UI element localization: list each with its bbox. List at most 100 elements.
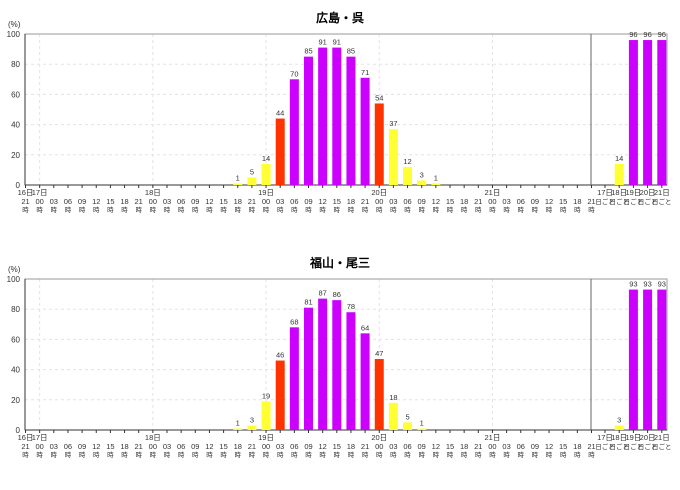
hourly-bar <box>360 77 370 185</box>
x-hour-label: 06 <box>403 197 411 206</box>
hourly-data-label: 1 <box>236 418 240 427</box>
hourly-data-label: 86 <box>333 290 341 299</box>
x-hour-suffix: 時 <box>560 451 567 459</box>
x-daily-suffix: 日ごと <box>624 197 644 206</box>
x-hour-suffix: 時 <box>93 206 100 214</box>
x-hour-suffix: 時 <box>22 206 29 214</box>
y-tick-label: 100 <box>7 30 21 39</box>
hourly-bar <box>374 359 384 430</box>
hourly-data-label: 81 <box>304 298 312 307</box>
x-hour-label: 00 <box>262 442 270 451</box>
hourly-bar <box>388 402 398 430</box>
x-hour-label: 03 <box>163 442 171 451</box>
x-hour-label: 00 <box>262 197 270 206</box>
x-hour-label: 18 <box>234 442 242 451</box>
hourly-bar <box>304 56 313 186</box>
x-hour-label: 12 <box>92 197 100 206</box>
x-hour-suffix: 時 <box>135 206 142 214</box>
hourly-data-label: 18 <box>389 393 397 402</box>
x-hour-label: 15 <box>333 442 341 451</box>
x-hour-suffix: 時 <box>518 451 525 459</box>
daily-data-label: 96 <box>658 30 666 39</box>
x-hour-label: 09 <box>191 197 199 206</box>
x-daily-day-label: 18日 <box>611 433 627 442</box>
x-day-label: 20日 <box>371 188 387 197</box>
y-tick-label: 40 <box>11 366 20 375</box>
hourly-bar <box>417 428 427 430</box>
hourly-bar <box>388 129 398 185</box>
x-daily-day-label: 21日 <box>654 188 670 197</box>
x-hour-suffix: 時 <box>192 206 199 214</box>
x-hour-label: 21 <box>474 442 482 451</box>
x-hour-suffix: 時 <box>150 451 157 459</box>
x-hour-suffix: 時 <box>376 206 383 214</box>
x-hour-label: 00 <box>149 442 157 451</box>
x-daily-suffix: 日ごと <box>652 442 672 451</box>
x-hour-label: 09 <box>191 442 199 451</box>
x-hour-suffix: 時 <box>249 451 256 459</box>
x-hour-label: 15 <box>219 442 227 451</box>
hourly-data-label: 1 <box>236 173 240 182</box>
x-hour-suffix: 時 <box>22 451 29 459</box>
hourly-data-label: 78 <box>347 302 355 311</box>
x-hour-suffix: 時 <box>79 451 86 459</box>
daily-bar <box>643 40 653 185</box>
x-hour-label: 03 <box>389 442 397 451</box>
hourly-bar <box>417 180 427 185</box>
daily-bar <box>614 163 624 185</box>
x-daily-suffix: 日ごと <box>652 197 672 206</box>
x-hour-suffix: 時 <box>79 206 86 214</box>
x-hour-label: 21 <box>21 442 29 451</box>
x-hour-suffix: 時 <box>319 206 326 214</box>
x-hour-label: 21 <box>587 197 595 206</box>
x-daily-day-label: 20日 <box>640 188 656 197</box>
x-hour-label: 18 <box>573 442 581 451</box>
x-hour-suffix: 時 <box>263 451 270 459</box>
hourly-data-label: 12 <box>403 157 411 166</box>
x-day-label: 19日 <box>258 188 274 197</box>
x-hour-suffix: 時 <box>51 451 58 459</box>
x-hour-suffix: 時 <box>249 206 256 214</box>
x-hour-label: 21 <box>248 442 256 451</box>
x-hour-suffix: 時 <box>291 206 298 214</box>
hourly-bar <box>431 183 441 185</box>
x-day-label: 16日 <box>18 188 34 197</box>
hourly-data-label: 19 <box>262 391 270 400</box>
daily-data-label: 93 <box>643 280 651 289</box>
x-hour-label: 18 <box>234 197 242 206</box>
daily-bar <box>614 425 624 430</box>
x-hour-label: 15 <box>219 197 227 206</box>
x-hour-label: 12 <box>205 197 213 206</box>
x-hour-suffix: 時 <box>36 206 43 214</box>
daily-bar <box>657 289 667 430</box>
x-hour-suffix: 時 <box>51 206 58 214</box>
hourly-data-label: 91 <box>318 38 326 47</box>
x-hour-label: 03 <box>502 442 510 451</box>
x-hour-label: 06 <box>517 442 525 451</box>
y-tick-label: 0 <box>16 181 21 190</box>
x-hour-label: 18 <box>460 197 468 206</box>
x-hour-label: 06 <box>290 197 298 206</box>
x-hour-label: 09 <box>304 442 312 451</box>
x-daily-suffix: 日ごと <box>638 197 658 206</box>
x-hour-label: 03 <box>276 442 284 451</box>
x-daily-suffix: 日ごと <box>624 442 644 451</box>
x-hour-suffix: 時 <box>277 451 284 459</box>
x-hour-label: 21 <box>474 197 482 206</box>
hourly-bar <box>247 425 257 430</box>
x-hour-label: 21 <box>361 442 369 451</box>
y-tick-label: 60 <box>11 90 20 99</box>
x-hour-label: 18 <box>120 197 128 206</box>
x-hour-suffix: 時 <box>546 206 553 214</box>
daily-bar <box>657 40 667 185</box>
x-hour-suffix: 時 <box>192 451 199 459</box>
x-hour-label: 03 <box>50 442 58 451</box>
x-hour-suffix: 時 <box>518 206 525 214</box>
x-hour-suffix: 時 <box>475 451 482 459</box>
hourly-data-label: 5 <box>405 412 409 421</box>
hourly-data-label: 37 <box>389 119 397 128</box>
x-hour-suffix: 時 <box>461 451 468 459</box>
x-hour-suffix: 時 <box>291 451 298 459</box>
x-hour-suffix: 時 <box>107 451 114 459</box>
